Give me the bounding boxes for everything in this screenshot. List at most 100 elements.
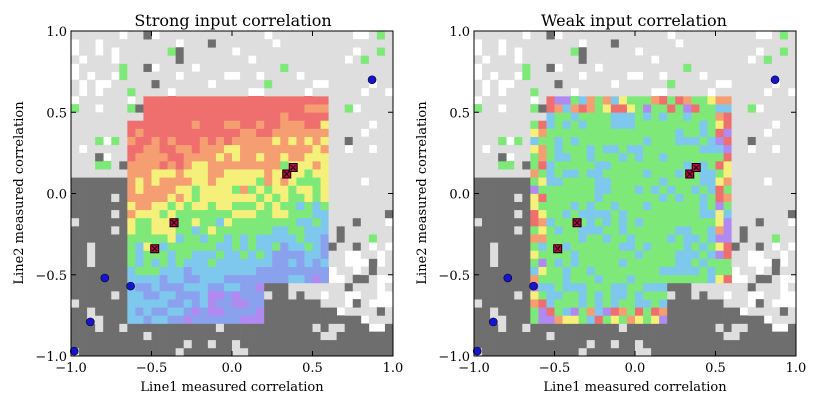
heatmap-cell xyxy=(119,185,128,194)
heatmap-cell xyxy=(506,39,515,48)
heatmap-cell xyxy=(651,120,660,129)
heatmap-cell xyxy=(71,282,80,292)
heatmap-cell xyxy=(538,39,547,48)
heatmap-cell xyxy=(675,47,684,56)
heatmap-cell xyxy=(87,274,96,284)
heatmap-cell xyxy=(175,128,185,137)
heatmap-cell xyxy=(360,323,370,332)
heatmap-cell xyxy=(506,234,515,243)
heatmap-cell xyxy=(304,258,313,267)
heatmap-cell xyxy=(127,128,136,137)
heatmap-cell xyxy=(530,339,539,349)
heatmap-cell xyxy=(167,96,176,105)
heatmap-cell xyxy=(514,31,523,40)
heatmap-cell xyxy=(127,120,136,129)
heatmap-cell xyxy=(304,152,313,162)
heatmap-cell xyxy=(167,39,176,48)
heatmap-cell xyxy=(360,120,370,129)
heatmap-cell xyxy=(344,152,354,162)
heatmap-cell xyxy=(183,55,193,64)
heatmap-cell xyxy=(264,63,273,72)
heatmap-cell xyxy=(490,242,499,251)
heatmap-cell xyxy=(232,55,241,64)
heatmap-cell xyxy=(223,39,233,48)
heatmap-cell xyxy=(360,242,370,251)
heatmap-cell xyxy=(103,323,112,332)
heatmap-cell xyxy=(474,185,483,194)
heatmap-cell xyxy=(352,185,362,194)
heatmap-cell xyxy=(755,323,765,332)
heatmap-cell xyxy=(344,161,354,170)
heatmap-cell xyxy=(199,63,209,72)
heatmap-cell xyxy=(763,63,773,72)
heatmap-cell xyxy=(626,120,636,129)
heatmap-cell xyxy=(103,177,112,186)
heatmap-cell xyxy=(747,347,757,357)
heatmap-cell xyxy=(296,104,305,113)
heatmap-cell xyxy=(554,104,563,113)
heatmap-cell xyxy=(199,217,209,227)
heatmap-cell xyxy=(360,347,370,357)
heatmap-cell xyxy=(490,120,499,129)
heatmap-cell xyxy=(771,307,781,316)
heatmap-cell xyxy=(498,96,507,105)
heatmap-cell xyxy=(610,339,620,349)
heatmap-cell xyxy=(87,282,96,292)
heatmap-cell xyxy=(635,161,644,170)
heatmap-cell xyxy=(562,169,571,178)
heatmap-cell xyxy=(667,96,676,105)
heatmap-cell xyxy=(667,226,676,235)
heatmap-cell xyxy=(71,307,80,316)
heatmap-cell xyxy=(151,96,160,105)
heatmap-cell xyxy=(474,234,483,243)
heatmap-cell xyxy=(522,79,531,89)
heatmap-cell xyxy=(159,266,168,276)
heatmap-cell xyxy=(474,201,483,211)
heatmap-cell xyxy=(514,217,523,227)
heatmap-cell xyxy=(199,112,209,121)
heatmap-cell xyxy=(787,96,797,105)
heatmap-cell xyxy=(498,120,507,129)
heatmap-cell xyxy=(675,152,684,162)
heatmap-cell xyxy=(474,250,483,259)
heatmap-cell xyxy=(667,234,676,243)
heatmap-cell xyxy=(683,71,692,81)
heatmap-cell xyxy=(787,323,797,332)
heatmap-cell xyxy=(344,136,354,146)
heatmap-cell xyxy=(715,177,724,186)
heatmap-cell xyxy=(570,47,579,56)
heatmap-cell xyxy=(546,307,555,316)
heatmap-cell xyxy=(296,331,305,341)
heatmap-cell xyxy=(506,217,515,227)
heatmap-cell xyxy=(167,299,176,308)
heatmap-cell xyxy=(522,55,531,64)
y-tick-label: 0.0 xyxy=(46,188,67,203)
heatmap-cell xyxy=(368,96,378,105)
heatmap-cell xyxy=(248,226,257,235)
heatmap-cell xyxy=(320,323,329,332)
heatmap-cell xyxy=(651,209,660,219)
heatmap-cell xyxy=(215,266,225,276)
heatmap-cell xyxy=(626,128,636,137)
heatmap-cell xyxy=(675,201,684,211)
heatmap-cell xyxy=(763,234,773,243)
heatmap-cell xyxy=(635,315,644,324)
heatmap-cell xyxy=(626,161,636,170)
heatmap-cell xyxy=(352,177,362,186)
heatmap-cell xyxy=(71,120,80,129)
heatmap-cell xyxy=(562,234,571,243)
heatmap-cell xyxy=(739,47,749,56)
heatmap-cell xyxy=(240,242,249,251)
heatmap-cell xyxy=(482,250,491,259)
heatmap-cell xyxy=(320,120,329,129)
heatmap-cell xyxy=(95,71,104,81)
heatmap-cell xyxy=(159,299,168,308)
heatmap-cell xyxy=(667,152,676,162)
heatmap-cell xyxy=(755,96,765,105)
x-tick-label: 0.0 xyxy=(222,361,243,376)
heatmap-cell xyxy=(360,339,370,349)
heatmap-cell xyxy=(376,226,386,235)
heatmap-cell xyxy=(151,161,160,170)
heatmap-cell xyxy=(667,299,676,308)
heatmap-cell xyxy=(659,161,668,170)
